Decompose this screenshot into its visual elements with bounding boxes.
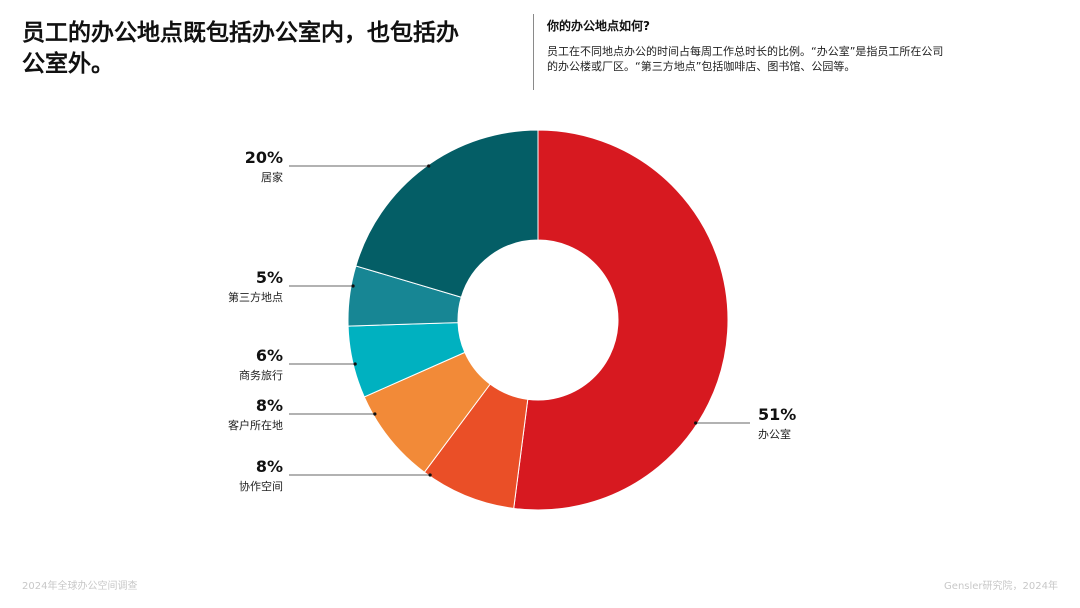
slice-label: 5% 第三方地点 xyxy=(228,268,355,304)
note-heading: 你的办公地点如何? xyxy=(547,19,650,33)
slice-label: 51% 办公室 xyxy=(694,405,796,441)
slice-label: 8% 客户所在地 xyxy=(228,396,377,432)
leader-dot xyxy=(694,421,698,425)
leader-dot xyxy=(373,412,377,416)
slice-category-label: 第三方地点 xyxy=(228,290,283,304)
slice-label: 20% 居家 xyxy=(245,148,431,184)
note-body: 员工在不同地点办公的时间占每周工作总时长的比例。“办公室”是指员工所在公司的办公… xyxy=(547,45,944,73)
slice-value-label: 6% xyxy=(256,346,283,365)
slice-category-label: 协作空间 xyxy=(239,479,283,493)
slice-value-label: 5% xyxy=(256,268,283,287)
header-divider xyxy=(533,14,534,90)
slice-value-label: 8% xyxy=(256,457,283,476)
leader-dot xyxy=(353,362,357,366)
footer-credit: Gensler研究院，2024年 xyxy=(944,581,1058,592)
slice-value-label: 20% xyxy=(245,148,283,167)
donut-slice xyxy=(355,129,539,298)
slice-value-label: 8% xyxy=(256,396,283,415)
slice-category-label: 居家 xyxy=(261,170,283,184)
footer-source: 2024年全球办公空间调查 xyxy=(22,581,138,592)
leader-dot xyxy=(427,164,431,168)
leader-dot xyxy=(351,284,355,288)
slice-category-label: 办公室 xyxy=(758,427,791,441)
donut-slice xyxy=(513,129,729,511)
slice-category-label: 商务旅行 xyxy=(239,368,283,382)
slice-label: 8% 协作空间 xyxy=(239,457,432,493)
leader-dot xyxy=(428,473,432,477)
page-title: 员工的办公地点既包括办公室内，也包括办公室外。 xyxy=(22,20,459,77)
slice-category-label: 客户所在地 xyxy=(228,418,283,432)
slice-label: 6% 商务旅行 xyxy=(239,346,357,382)
slice-value-label: 51% xyxy=(758,405,796,424)
